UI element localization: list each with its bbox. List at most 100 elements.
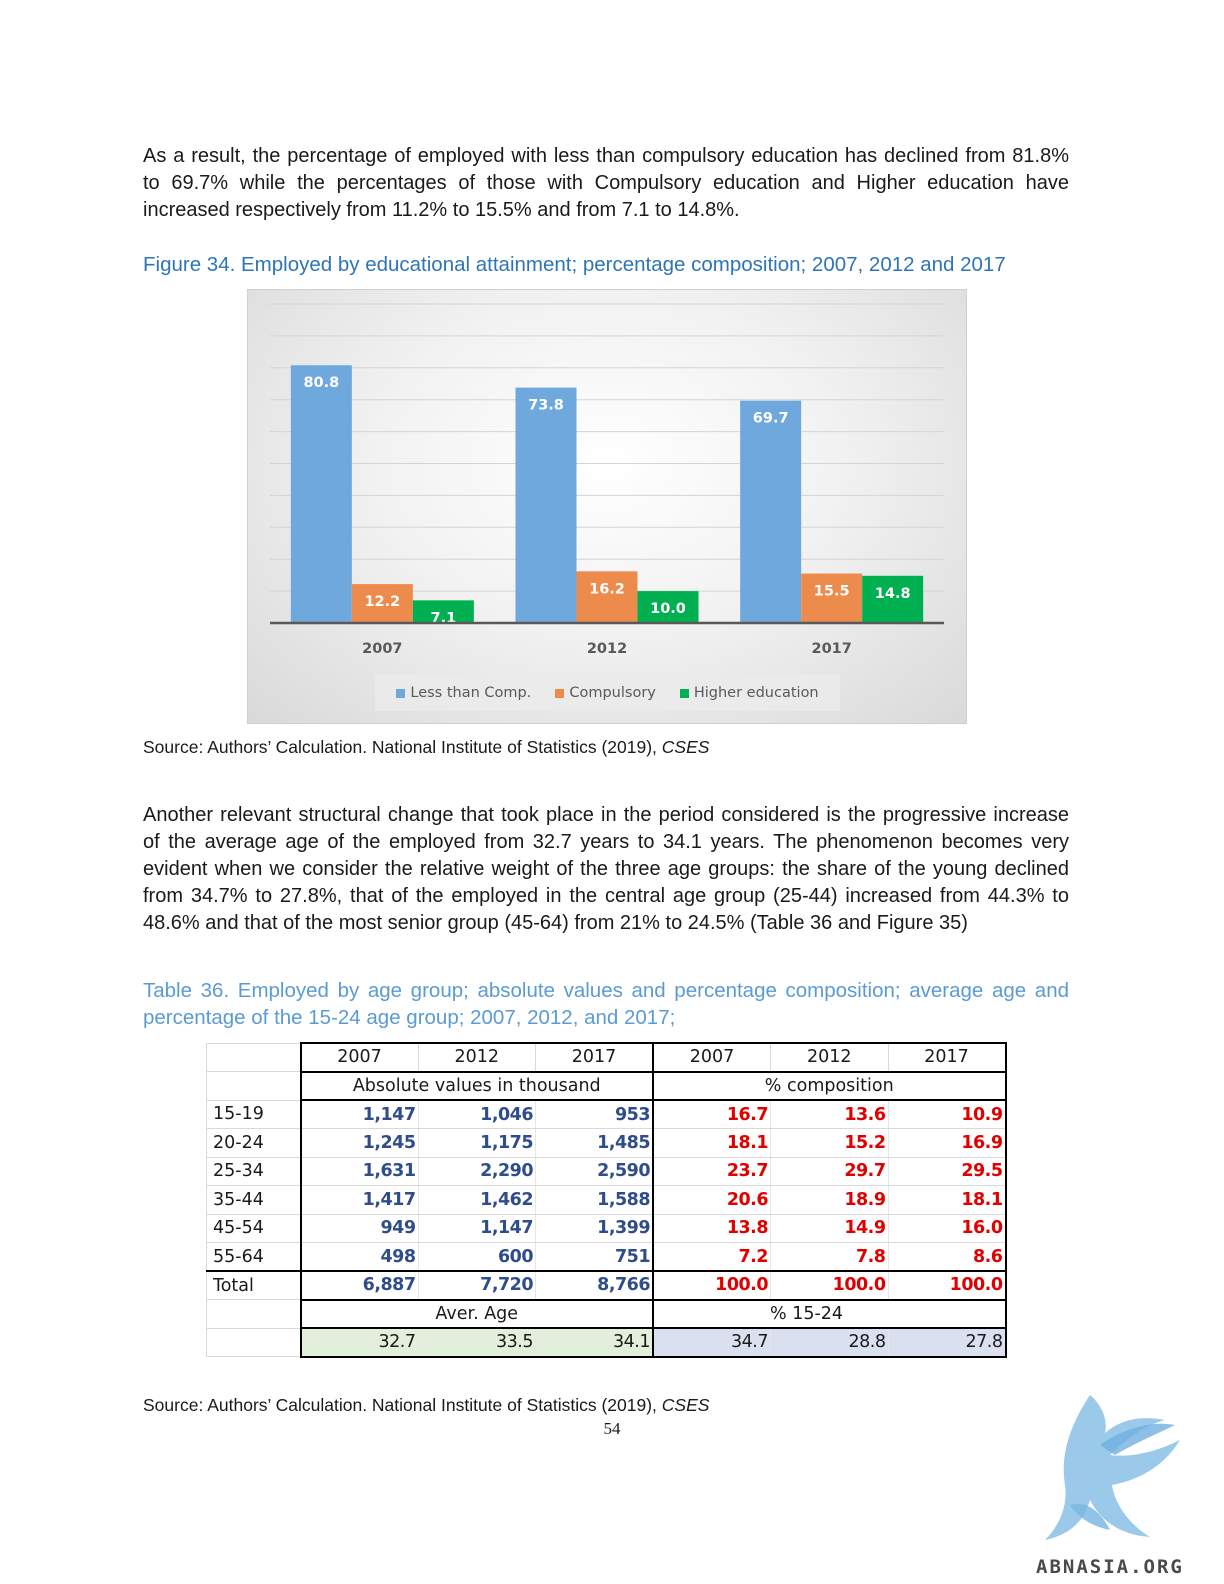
pct-cell: 15.2 xyxy=(770,1128,889,1158)
pct-cell: 16.9 xyxy=(888,1128,1007,1158)
legend-swatch xyxy=(679,688,689,698)
abs-cell: 600 xyxy=(418,1242,536,1272)
row-label: 45-54 xyxy=(206,1214,301,1243)
bar xyxy=(576,571,638,623)
abs-cell: 1,485 xyxy=(535,1128,654,1158)
pct-young-label: % 15-24 xyxy=(770,1303,844,1324)
pct-cell: 8.6 xyxy=(888,1242,1007,1272)
table-summary-row: 32.7 33.5 34.1 34.7 28.8 27.8 xyxy=(206,1328,1007,1358)
abs-cell: 1,631 xyxy=(299,1157,419,1186)
data-label: 12.2 xyxy=(364,594,400,610)
abs-cell: 1,147 xyxy=(299,1100,419,1129)
pct-young-cell: 34.7 xyxy=(653,1328,771,1358)
legend-swatch xyxy=(396,688,406,698)
pct-cell: 18.9 xyxy=(770,1185,889,1215)
legend-item-compulsory: Compulsory xyxy=(555,685,656,701)
table-row: 15-19 1,147 1,046 953 16.7 13.6 10.9 xyxy=(206,1100,1007,1129)
pct-cell: 10.9 xyxy=(888,1100,1007,1129)
table-row: 20-24 1,245 1,175 1,485 18.1 15.2 16.9 xyxy=(206,1128,1007,1158)
figure-source: Source: Authors’ Calculation. National I… xyxy=(143,737,709,758)
pct-cell: 14.9 xyxy=(770,1214,889,1243)
total-abs-cell: 6,887 xyxy=(299,1270,419,1301)
abs-cell: 953 xyxy=(535,1100,654,1129)
total-abs-cell: 8,766 xyxy=(535,1270,654,1301)
abs-cell: 2,590 xyxy=(535,1157,654,1186)
source-text: Source: Authors’ Calculation. National I… xyxy=(143,1395,662,1415)
legend-label: Compulsory xyxy=(569,685,656,701)
abs-cell: 498 xyxy=(299,1242,419,1272)
aver-age-cell: 34.1 xyxy=(535,1328,654,1358)
table-header-groups: Absolute values in thousand % compositio… xyxy=(206,1071,1007,1101)
data-label: 80.8 xyxy=(303,375,339,391)
year-header: 2007 xyxy=(653,1042,771,1073)
aver-age-header: Aver. Age xyxy=(299,1299,654,1329)
data-label: 14.8 xyxy=(875,586,911,602)
row-label: 55-64 xyxy=(206,1242,301,1272)
legend-item-less-than-comp: Less than Comp. xyxy=(396,685,531,701)
figure-caption: Figure 34. Employed by educational attai… xyxy=(143,253,1006,276)
pct-young-cell: 27.8 xyxy=(888,1328,1007,1358)
griffin-logo-icon xyxy=(1045,1395,1180,1540)
row-label: 25-34 xyxy=(206,1157,301,1186)
row-label: Total xyxy=(206,1270,301,1300)
pct-cell: 13.8 xyxy=(653,1214,771,1243)
bar xyxy=(740,400,802,623)
pct-cell: 29.5 xyxy=(888,1157,1007,1186)
year-header: 2012 xyxy=(418,1042,536,1073)
table-corner xyxy=(206,1071,301,1101)
legend-label: Higher education xyxy=(693,685,819,701)
aver-age-cell: 32.7 xyxy=(299,1328,419,1358)
x-tick-label: 2007 xyxy=(362,641,402,657)
bar xyxy=(862,575,924,623)
pct-young-cell: 28.8 xyxy=(770,1328,889,1358)
table-total-row: Total 6,887 7,720 8,766 100.0 100.0 100.… xyxy=(206,1270,1007,1301)
abs-cell: 1,462 xyxy=(418,1185,536,1215)
table-row: 45-54 949 1,147 1,399 13.8 14.9 16.0 xyxy=(206,1214,1007,1243)
legend-label: Less than Comp. xyxy=(410,685,532,701)
total-pct-cell: 100.0 xyxy=(770,1270,889,1301)
year-header: 2007 xyxy=(299,1042,419,1073)
table-source: Source: Authors’ Calculation. National I… xyxy=(143,1395,709,1416)
pct-cell: 23.7 xyxy=(653,1157,771,1186)
bar xyxy=(351,584,413,623)
table-corner xyxy=(206,1328,301,1357)
x-tick-label: 2017 xyxy=(811,641,851,657)
group-header-percent: % composition xyxy=(653,1071,1007,1101)
year-header: 2017 xyxy=(888,1042,1007,1073)
pct-cell: 18.1 xyxy=(653,1128,771,1158)
data-label: 16.2 xyxy=(589,581,625,597)
table-row: 55-64 498 600 751 7.2 7.8 8.6 xyxy=(206,1242,1007,1272)
age-group-table: 2007 2012 2017 2007 2012 2017 Absolute v… xyxy=(206,1042,1007,1358)
table-caption: Table 36. Employed by age group; absolut… xyxy=(143,979,1069,1029)
data-label: 10.0 xyxy=(650,601,686,617)
pct-young-header: % 15-24 xyxy=(653,1299,1007,1329)
legend-swatch xyxy=(555,688,565,698)
bar xyxy=(801,573,863,623)
row-label: 20-24 xyxy=(206,1128,301,1158)
page-number: 54 xyxy=(603,1419,621,1438)
pct-cell: 16.0 xyxy=(888,1214,1007,1243)
group-header-absolute: Absolute values in thousand xyxy=(299,1071,654,1101)
source-text: Source: Authors’ Calculation. National I… xyxy=(143,737,662,757)
pct-cell: 18.1 xyxy=(888,1185,1007,1215)
bar xyxy=(412,600,474,623)
pct-cell: 13.6 xyxy=(770,1100,889,1129)
bar xyxy=(515,387,577,623)
source-italic: CSES xyxy=(661,1395,710,1415)
bar xyxy=(290,365,352,623)
pct-cell: 7.8 xyxy=(770,1242,889,1272)
total-abs-cell: 7,720 xyxy=(418,1270,536,1301)
pct-cell: 16.7 xyxy=(653,1100,771,1129)
pct-cell: 7.2 xyxy=(653,1242,771,1272)
abs-cell: 1,399 xyxy=(535,1214,654,1243)
year-header: 2012 xyxy=(770,1042,889,1073)
data-label: 69.7 xyxy=(753,411,789,427)
aver-age-cell: 33.5 xyxy=(418,1328,536,1358)
total-pct-cell: 100.0 xyxy=(888,1270,1007,1301)
table-corner xyxy=(206,1299,301,1329)
abs-cell: 2,290 xyxy=(418,1157,536,1186)
table-corner xyxy=(206,1042,301,1072)
abs-cell: 751 xyxy=(535,1242,654,1272)
abs-cell: 949 xyxy=(299,1214,419,1243)
